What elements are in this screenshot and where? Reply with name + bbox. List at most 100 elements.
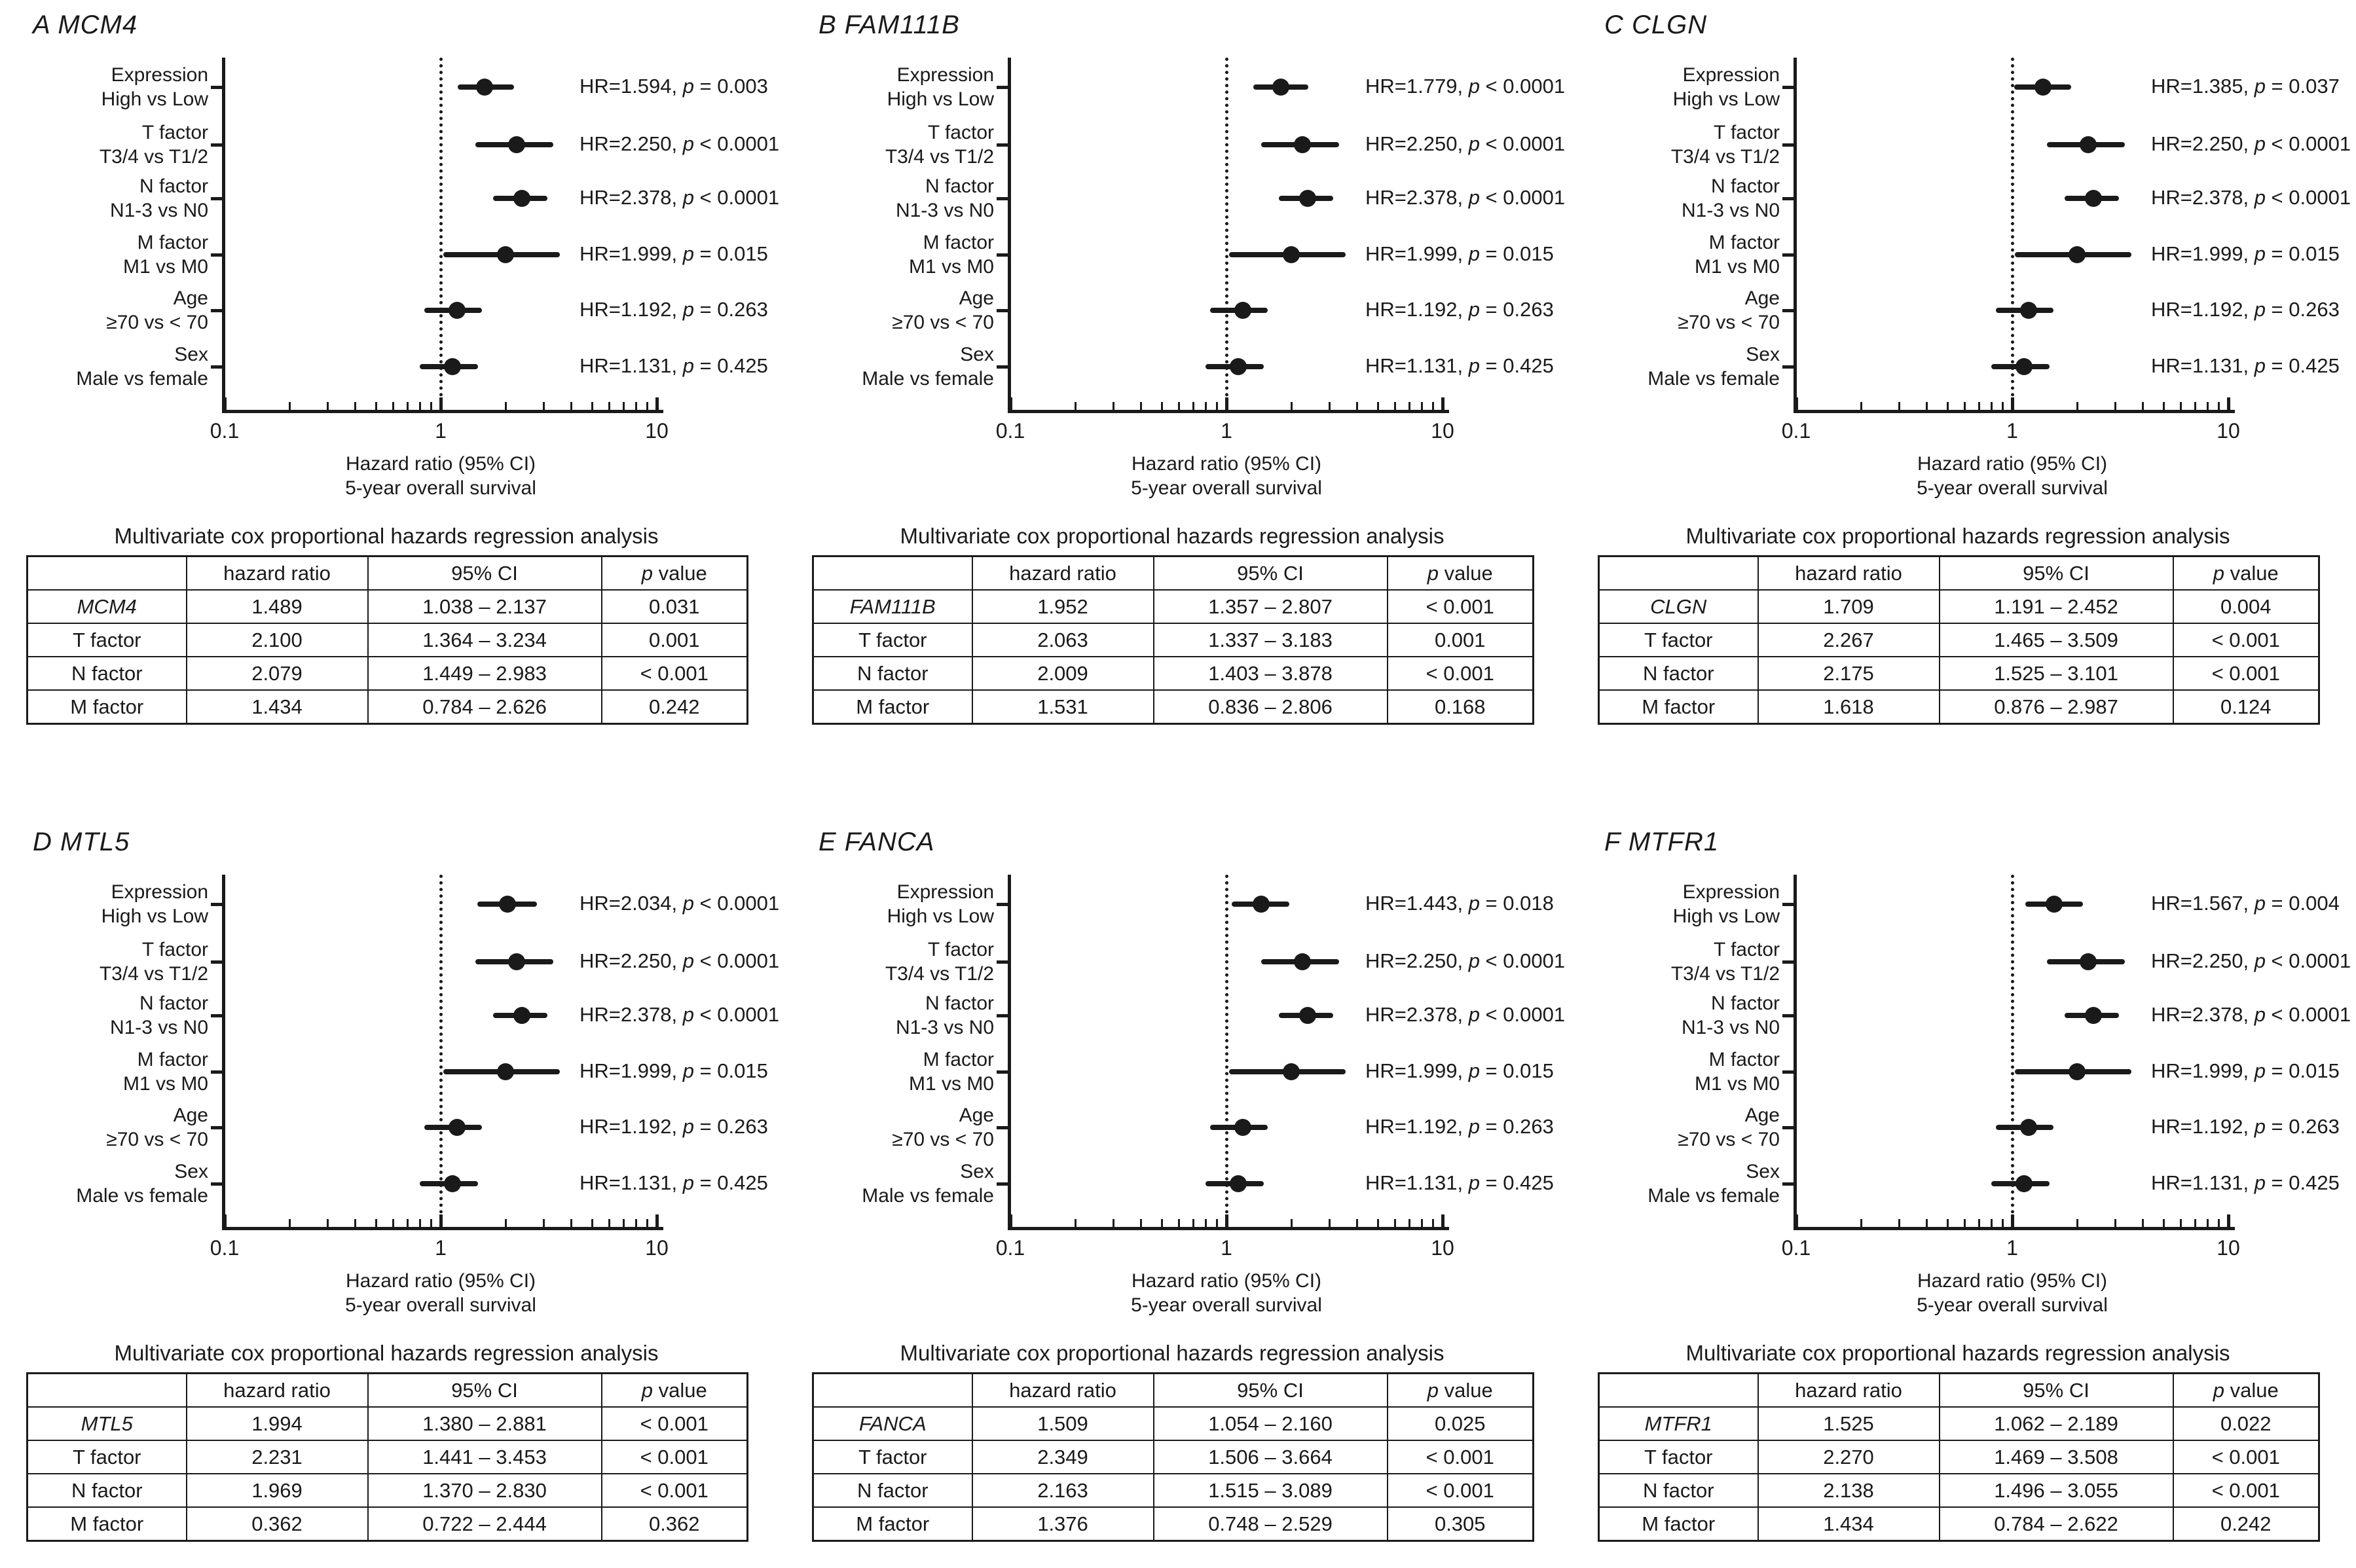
forest-row-label-line1: Age — [959, 287, 994, 309]
table-cell-p-value: 0.124 — [2172, 689, 2320, 725]
hr-annotation: HR=1.131, p = 0.425 — [580, 1171, 768, 1195]
hr-annotation-hr: HR=1.443, — [1365, 892, 1469, 915]
table-cell-hazard-ratio: 1.434 — [185, 689, 369, 725]
hr-point — [498, 896, 516, 913]
hr-annotation-hr: HR=2.250, — [2151, 949, 2255, 972]
x-minor-tick — [2217, 1219, 2220, 1227]
x-minor-tick — [2001, 1219, 2004, 1227]
hr-annotation-hr: HR=2.378, — [1365, 1003, 1469, 1026]
table-header-cell — [812, 555, 973, 591]
forest-row-label-line1: N factor — [925, 993, 994, 1014]
hr-annotation-p-value: = 0.003 — [693, 75, 768, 98]
y-axis-line — [222, 875, 225, 1230]
forest-row-label-line1: Age — [173, 1104, 208, 1126]
hr-annotation-hr: HR=1.999, — [2151, 242, 2255, 265]
hr-annotation-hr: HR=1.779, — [1365, 75, 1469, 98]
table-cell-name: M factor — [26, 689, 187, 725]
table-row: M factor 1.618 0.876 – 2.987 0.124 — [1598, 689, 2320, 725]
forest-row-label-line1: Expression — [1682, 64, 1780, 86]
forest-row-label-line1: Expression — [1682, 881, 1780, 903]
table-cell-name: N factor — [26, 1473, 187, 1508]
x-tick-label: 0.1 — [995, 1236, 1025, 1260]
x-minor-tick — [1215, 1219, 1218, 1227]
hr-annotation: HR=2.378, p < 0.0001 — [580, 185, 779, 210]
hr-annotation: HR=2.378, p < 0.0001 — [580, 1002, 779, 1027]
hr-annotation-p-value: < 0.0001 — [1479, 75, 1566, 98]
x-major-tick — [1009, 397, 1012, 410]
x-tick-label: 10 — [1431, 419, 1454, 443]
table-header-cell: hazard ratio — [971, 555, 1154, 591]
forest-row-label-line1: N factor — [1710, 993, 1780, 1014]
panel-letter: C — [1604, 10, 1632, 39]
forest-row-label-line2: High vs Low — [101, 88, 208, 110]
x-minor-tick — [1355, 402, 1358, 410]
x-minor-tick — [622, 1219, 625, 1227]
x-minor-tick — [1860, 402, 1863, 410]
table-cell-hazard-ratio: 2.267 — [1757, 623, 1940, 657]
forest-row-label-line2: N1-3 vs N0 — [1681, 1017, 1780, 1038]
table-cell-ci95: 0.784 – 2.622 — [1938, 1506, 2174, 1542]
hr-annotation-p-value: < 0.0001 — [1479, 1003, 1566, 1026]
table-header-row: hazard ratio 95% CI p value — [26, 555, 748, 591]
forest-row-label: N factor N1-3 vs N0 — [12, 174, 208, 223]
hr-annotation-p-value: < 0.0001 — [693, 892, 780, 915]
table-cell-hazard-ratio: 1.376 — [971, 1506, 1154, 1542]
forest-row-label-line1: M factor — [923, 1049, 994, 1070]
forest-plot: 0.1 1 10 Expression High vs Low HR=1.567, p =… — [1572, 817, 2356, 1328]
x-axis-title-line2: 5-year overall survival — [1131, 1294, 1322, 1316]
x-minor-tick — [1925, 1219, 1928, 1227]
hr-point — [1229, 358, 1247, 375]
panel-gene: MTL5 — [60, 828, 130, 856]
x-minor-tick — [543, 1219, 545, 1227]
x-major-tick — [655, 1214, 659, 1227]
forest-row-label-line2: High vs Low — [1672, 88, 1780, 110]
forest-row-label-line1: Expression — [896, 881, 994, 903]
forest-row-label-line2: M1 vs M0 — [1694, 256, 1780, 278]
x-minor-tick — [1075, 402, 1077, 410]
forest-row-label: T factor T3/4 vs T1/2 — [12, 120, 208, 169]
x-minor-tick — [375, 402, 377, 410]
x-minor-tick — [1393, 402, 1396, 410]
hr-annotation-p-symbol: p — [2254, 242, 2266, 265]
forest-row-label-line2: Male vs female — [1647, 368, 1780, 390]
hr-point — [2015, 358, 2033, 375]
hr-annotation-p-value: < 0.0001 — [1479, 132, 1566, 155]
panel-gene: FANCA — [844, 828, 935, 856]
x-minor-tick — [1431, 1219, 1434, 1227]
cox-regression-table: hazard ratio 95% CI p value MTL5 1.994 1.380 … — [26, 1372, 748, 1542]
table-cell-ci95: 0.722 – 2.444 — [367, 1506, 602, 1542]
table-cell-hazard-ratio: 0.362 — [185, 1506, 369, 1542]
hr-point — [513, 1007, 531, 1024]
table-cell-ci95: 1.380 – 2.881 — [367, 1406, 602, 1441]
table-cell-p-value: 0.031 — [600, 589, 748, 624]
x-tick-label: 0.1 — [1781, 419, 1811, 443]
hr-annotation: HR=1.131, p = 0.425 — [1365, 1171, 1554, 1195]
x-major-tick — [2011, 1214, 2014, 1227]
table-row: T factor 2.270 1.469 – 3.508 < 0.001 — [1598, 1440, 2320, 1474]
hr-point — [2069, 1063, 2086, 1080]
table-cell-p-value: 0.004 — [2172, 589, 2320, 624]
forest-row-label: Age ≥70 vs < 70 — [1583, 286, 1780, 335]
panel-title: B FAM111B — [819, 10, 960, 40]
x-major-tick — [2227, 397, 2230, 410]
x-major-tick — [439, 1214, 443, 1227]
forest-row-label: Expression High vs Low — [12, 63, 208, 111]
x-minor-tick — [591, 1219, 593, 1227]
hr-annotation-p-symbol: p — [2254, 1059, 2266, 1082]
hr-point — [1234, 302, 1252, 319]
hr-point — [1272, 79, 1289, 96]
forest-row-label-line1: T factor — [1713, 122, 1780, 143]
table-row: N factor 2.163 1.515 – 3.089 < 0.001 — [812, 1473, 1534, 1508]
x-tick-label: 1 — [435, 419, 447, 443]
table-header-row: hazard ratio 95% CI p value — [1598, 555, 2320, 591]
x-minor-tick — [392, 402, 394, 410]
panel-b: B FAM111B 0.1 1 10 Expression High vs Low HR=1… — [786, 0, 1571, 759]
hr-point — [513, 190, 531, 207]
forest-row-label-line2: T3/4 vs T1/2 — [885, 963, 994, 985]
table-header-row: hazard ratio 95% CI p value — [812, 555, 1534, 591]
hr-annotation: HR=2.250, p < 0.0001 — [580, 132, 779, 156]
hr-annotation-p-value: < 0.0001 — [693, 132, 780, 155]
hr-annotation-p-symbol: p — [1468, 1003, 1480, 1026]
hr-annotation-p-value: = 0.425 — [2265, 1171, 2340, 1194]
hr-annotation-p-symbol: p — [2254, 949, 2266, 972]
